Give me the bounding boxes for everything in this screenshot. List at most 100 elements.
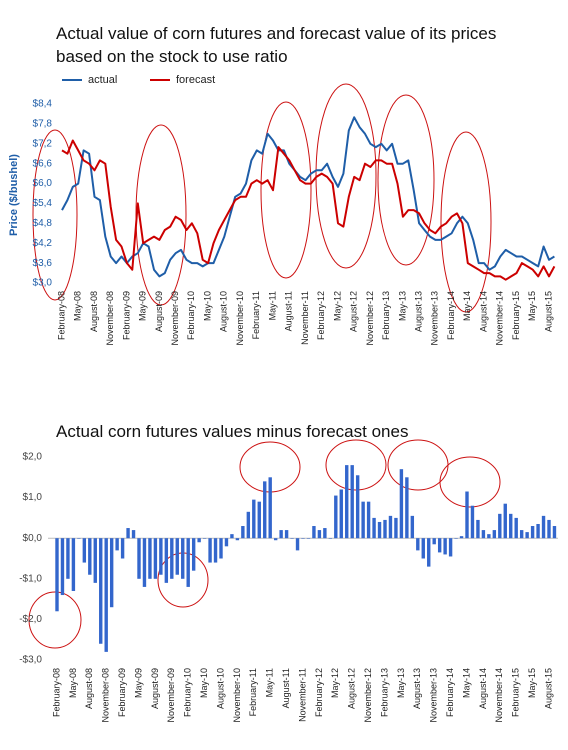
- bar: [71, 538, 76, 591]
- bar: [164, 538, 169, 583]
- bar: [487, 534, 491, 539]
- bar: [137, 538, 141, 579]
- bar: [514, 517, 518, 539]
- legend-label: actual: [88, 74, 117, 86]
- bar: [55, 538, 59, 612]
- bar: [230, 534, 234, 539]
- x-tick-label: May-09: [133, 668, 143, 698]
- x-tick-label: May-08: [73, 291, 83, 321]
- bar: [503, 503, 507, 539]
- x-tick-label: August-10: [215, 668, 225, 709]
- x-tick-label: February-12: [316, 291, 326, 340]
- x-tick-label: February-12: [314, 668, 324, 717]
- bar: [350, 465, 354, 539]
- highlight-ellipse: [260, 101, 312, 279]
- y-tick-label: -$2,0: [19, 614, 42, 625]
- bar: [142, 538, 147, 587]
- y-tick-label: $3,0: [33, 278, 53, 289]
- x-tick-label: August-12: [347, 668, 357, 709]
- bar: [153, 538, 158, 579]
- x-tick-label: February-15: [511, 291, 521, 340]
- highlights: [28, 83, 501, 649]
- bar: [465, 491, 469, 539]
- highlight-ellipse: [439, 456, 501, 508]
- bar: [399, 469, 404, 539]
- bar: [131, 530, 136, 539]
- bar: [421, 538, 425, 559]
- x-tick-label: November-09: [166, 668, 176, 723]
- y-tick-label: $6,0: [33, 178, 53, 189]
- x-tick-label: November-11: [297, 668, 307, 722]
- bar: [213, 538, 218, 563]
- bar: [115, 538, 119, 551]
- x-tick-label: November-12: [365, 291, 375, 346]
- highlight-ellipse: [440, 131, 492, 313]
- bar: [235, 538, 240, 541]
- y-tick-label: $4,8: [33, 218, 53, 229]
- x-tick-label: August-12: [349, 291, 359, 332]
- bar: [82, 538, 87, 563]
- bar: [284, 530, 289, 539]
- bar: [109, 538, 114, 608]
- highlight-ellipse: [135, 124, 187, 306]
- bar: [492, 530, 497, 539]
- bar: [476, 519, 480, 539]
- bar: [252, 499, 256, 539]
- x-tick-label: February-15: [511, 668, 521, 717]
- x-tick-label: February-09: [117, 668, 127, 717]
- x-tick-label: November-08: [105, 291, 115, 346]
- x-tick-label: May-11: [267, 291, 277, 320]
- y-axis-label: Price ($/bushel): [8, 154, 20, 236]
- bar: [432, 538, 436, 545]
- line-series: [61, 139, 556, 281]
- x-tick-label: May-10: [202, 291, 212, 321]
- bar: [525, 532, 529, 539]
- y-tick-label: $7,8: [33, 119, 53, 130]
- x-tick-label: August-10: [219, 291, 229, 332]
- x-tick-label: November-13: [430, 291, 440, 346]
- bar: [159, 538, 163, 575]
- x-tick-label: August-15: [543, 291, 553, 332]
- bar: [509, 513, 513, 539]
- x-tick-label: May-10: [199, 668, 209, 698]
- x-tick-label: November-11: [300, 291, 310, 345]
- x-tick-label: November-14: [494, 668, 504, 723]
- bar: [448, 538, 453, 557]
- x-tick-label: February-09: [121, 291, 131, 340]
- x-tick-label: November-14: [495, 291, 505, 346]
- bar: [279, 530, 283, 539]
- bar: [339, 489, 343, 539]
- x-tick-label: August-14: [478, 668, 488, 709]
- highlight-ellipse: [377, 94, 435, 266]
- bar: [246, 511, 251, 539]
- bar: [99, 538, 103, 644]
- bar: [470, 505, 475, 539]
- bar: [181, 538, 185, 579]
- y-tick-label: $2,0: [23, 452, 43, 463]
- x-tick-label: August-09: [150, 668, 160, 709]
- bar: [416, 538, 420, 551]
- x-tick-label: May-14: [461, 668, 471, 698]
- y-tick-label: -$3,0: [19, 655, 42, 666]
- bar: [66, 538, 70, 579]
- x-tick-label: August-13: [414, 291, 424, 332]
- legend-label: forecast: [176, 74, 215, 86]
- bar: [405, 477, 409, 539]
- bar: [219, 538, 223, 559]
- x-tick-label: November-09: [170, 291, 180, 346]
- x-tick-label: February-10: [186, 291, 196, 340]
- x-tick-label: May-14: [462, 291, 472, 321]
- x-tick-label: August-08: [84, 668, 94, 709]
- x-tick-label: May-12: [330, 668, 340, 698]
- bar: [295, 538, 300, 551]
- bar: [437, 538, 442, 553]
- y-tick-label: $8,4: [33, 99, 53, 110]
- x-tick-label: February-14: [446, 291, 456, 340]
- x-tick-label: August-14: [478, 291, 488, 332]
- bar: [372, 517, 376, 539]
- x-tick-label: August-09: [154, 291, 164, 332]
- x-tick-label: February-14: [445, 668, 455, 717]
- bar: [410, 515, 415, 539]
